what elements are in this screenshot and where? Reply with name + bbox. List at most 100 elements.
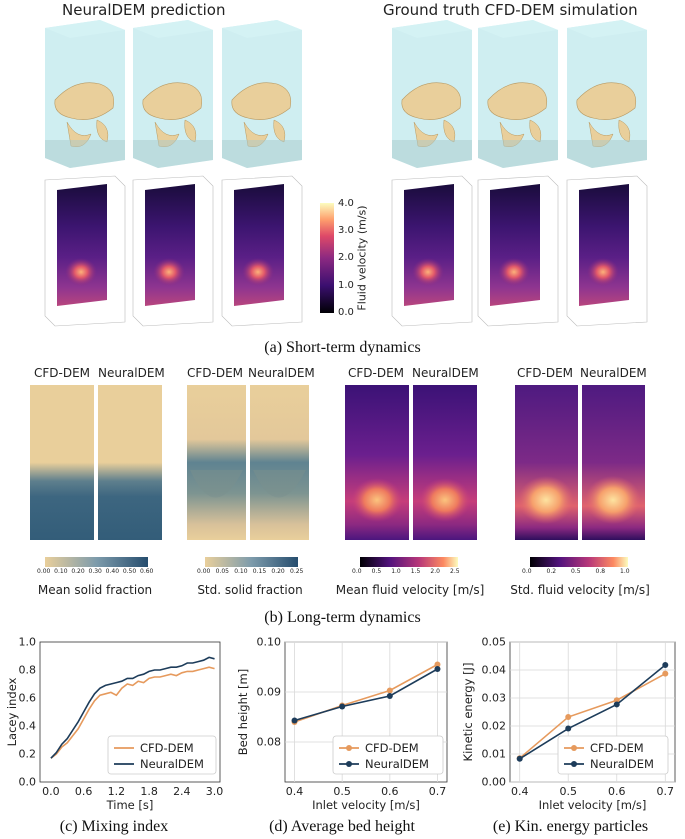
x-tick-label: 1.8 [140,785,158,798]
legend-box [332,735,444,775]
y-axis-label: Bed height [m] [236,669,250,755]
data-point [291,717,298,724]
colorbar-tick-label: 0.2 [546,568,557,575]
fluid-box-render [392,20,472,168]
fluid-box-render [45,20,125,168]
panel4-neural-label: NeuralDEM [580,366,647,380]
colorbar-tick-label: 0.40 [105,568,120,575]
fluid-box-render [478,20,558,168]
y-tick-label: 0.0 [19,776,37,789]
data-point [613,697,620,704]
caption-d: (d) Average bed height [269,818,415,835]
fluid-box-render [567,20,647,168]
chart-0: 0.0 0.2 0.4 0.6 0.8 1.0 0.0 0.6 1.2 1.8 2.4 3.0 Time… [5,636,223,813]
panel1-neural-label: NeuralDEM [98,366,165,380]
panel3-neural-label: NeuralDEM [412,366,479,380]
legend-label: NeuralDEM [590,757,654,771]
y-tick-label: 0.05 [482,636,507,649]
x-axis-label: Inlet velocity [m/s] [312,798,420,812]
x-tick-label: 0.5 [333,785,351,798]
long-term-maps [30,385,645,567]
legend-label: NeuralDEM [365,757,429,771]
colorbar-tick-label: 0.0 [352,568,362,575]
data-point [434,666,441,672]
x-tick-label: 0.4 [286,785,304,798]
data-point [434,661,441,668]
data-point [516,755,523,762]
legend-box [557,735,669,775]
colorbar-tick-label: 0.00 [197,568,211,575]
colorbar-tick-2: 2.0 [338,252,354,263]
colorbar-tick-label: 1.0 [391,568,401,575]
y-tick-label: 0.8 [19,664,37,677]
std-solid-label: Std. solid fraction [197,583,303,597]
x-axis-label: Inlet velocity [m/s] [539,798,647,812]
data-point [662,661,669,668]
y-tick-label: 0.08 [257,736,282,749]
velocity-slice-render [44,175,126,327]
colorbar-tick-label: 0.00 [37,568,51,575]
panel1-cfd-label: CFD-DEM [34,366,91,380]
x-tick-label: 3.0 [206,785,224,798]
velocity-slice-render [391,175,473,327]
fluid-velocity-colorbar [320,203,334,313]
colorbar-tick-3: 1.0 [338,280,354,291]
colorbar-tick-label: 0.25 [290,568,304,575]
colorbar-tick-label: 0.20 [71,568,85,575]
caption-c: (c) Mixing index [59,818,169,835]
colorbar-ticks: 0.00 0.10 0.20 0.30 0.40 0.50 0.60 0.00 0.05 0.10… [0,568,685,580]
velocity-slice-render [132,175,214,327]
y-tick-label: 0.2 [19,748,37,761]
colorbar-tick-label: 0.60 [140,568,154,575]
panel2-neural-label: NeuralDEM [248,366,315,380]
x-tick-label: 2.4 [173,785,191,798]
caption-a: (a) Short-term dynamics [264,339,421,356]
ground-truth-header: Ground truth CFD-DEM simulation [383,1,638,19]
y-tick-label: 0.02 [482,720,507,733]
series-line-cfd-dem [519,672,666,759]
data-point [565,714,572,721]
colorbar-tick-label: 0.5 [371,568,382,575]
series-line-cfd-dem [50,666,215,759]
x-tick-label: 0.7 [657,785,675,798]
y-tick-label: 0.03 [482,692,507,705]
legend-marker [571,745,577,751]
panel2-cfd-label: CFD-DEM [187,366,244,380]
panel3-cfd-label: CFD-DEM [348,366,405,380]
colorbar-tick-label: 0.05 [215,568,229,575]
neuraldem-prediction-header: NeuralDEM prediction [62,1,226,19]
velocity-slice-render [477,175,559,327]
velocity-slice-render [566,175,648,327]
mean-solid-cfd-map [30,385,94,540]
colorbar-tick-label: 0.5 [571,568,581,575]
velocity-slice-render [221,175,303,327]
colorbar-tick-0: 4.0 [338,198,354,209]
x-tick-label: 0.4 [511,785,529,798]
colorbar-tick-4: 0.0 [338,307,354,318]
std-solid-colorbar [205,557,298,567]
series-line-neuraldem [519,664,666,760]
colorbar-tick-label: 0.20 [271,568,285,575]
colorbar-tick-label: 2.5 [450,568,460,575]
mean-solid-label: Mean solid fraction [37,583,153,597]
colorbar-tick-label: 0.0 [522,568,532,575]
data-point [613,701,620,708]
y-tick-label: 0.6 [19,692,37,705]
x-tick-label: 0.6 [608,785,626,798]
fluid-box-render [222,20,302,168]
x-tick-label: 0.7 [429,785,447,798]
colorbar-tick-label: 2.0 [430,568,440,575]
legend-box [107,735,217,775]
fluid-box-render [133,20,213,168]
data-point [386,693,393,699]
y-tick-label: 0.4 [19,720,37,733]
mean-velocity-label: Mean fluid velocity [m/s] [335,583,485,597]
colorbar-tick-1: 3.0 [338,225,354,236]
colorbar-tick-label: 1.0 [620,568,630,575]
line-charts: 0.0 0.2 0.4 0.6 0.8 1.0 0.0 0.6 1.2 1.8 2.4 3.0 Time… [5,636,676,813]
y-axis-label: Kinetic energy [J] [461,663,475,762]
y-tick-label: 0.10 [257,636,282,649]
colorbar-tick-label: 0.50 [122,568,137,575]
data-point [339,703,346,710]
x-tick-label: 0.6 [381,785,399,798]
